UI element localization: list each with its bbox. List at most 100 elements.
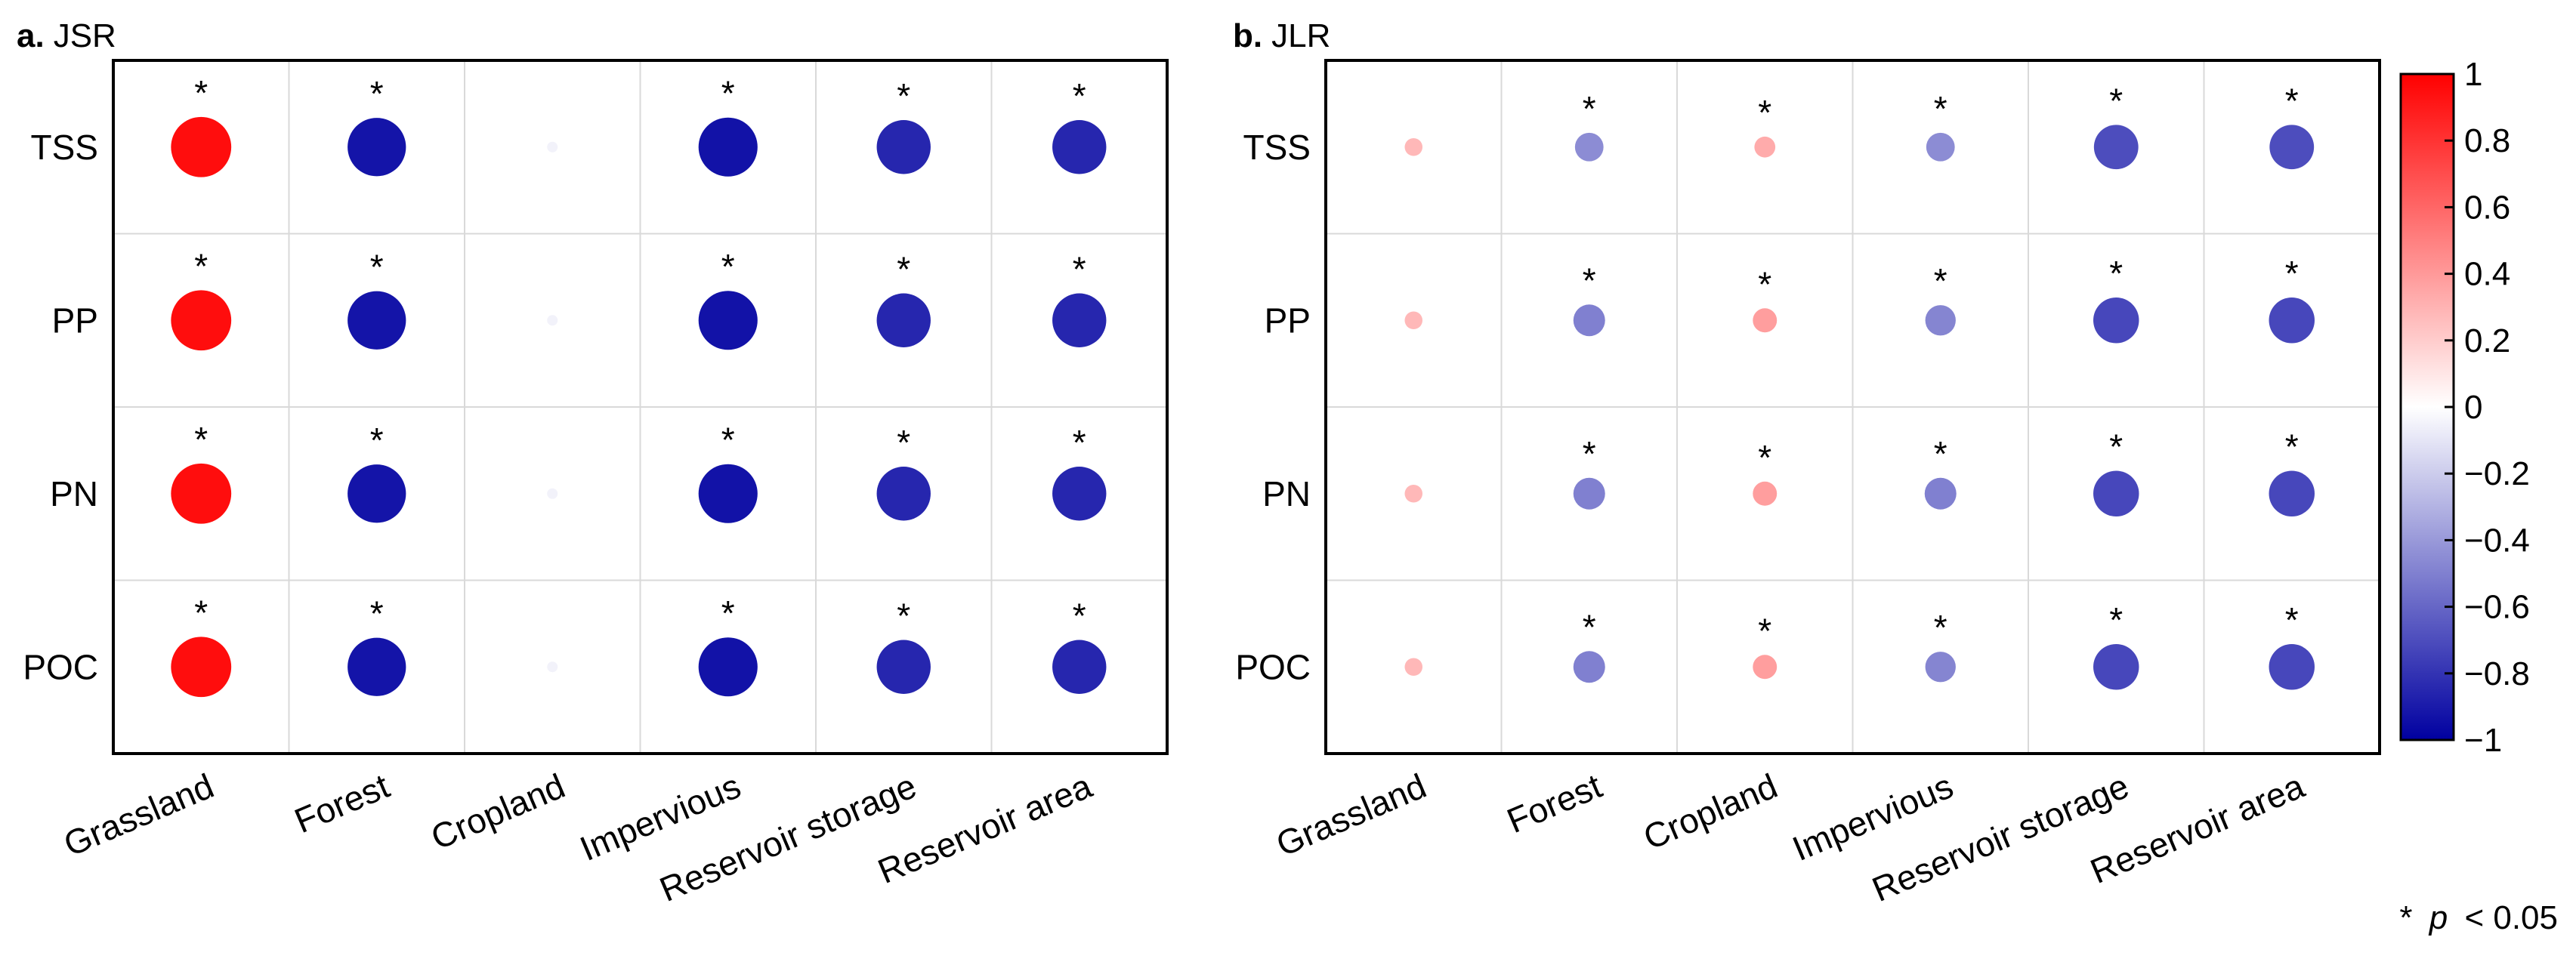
correlation-bubble (547, 661, 558, 673)
significance-star: * (1073, 76, 1086, 116)
panel-a-letter: a. (17, 17, 45, 54)
correlation-bubble (1926, 132, 1955, 162)
significance-star: * (1758, 93, 1771, 132)
row-label: PN (1262, 474, 1311, 513)
panel-a-name: JSR (54, 17, 116, 54)
significance-star: * (1934, 608, 1947, 647)
significance-star: * (370, 74, 384, 113)
correlation-bubble (2093, 297, 2139, 344)
colorbar-tick-label: −0.4 (2464, 522, 2530, 559)
significance-star: * (721, 247, 735, 286)
significance-star: * (2285, 254, 2299, 293)
plot-frame (1324, 59, 2381, 755)
row-label: PP (1265, 301, 1311, 340)
colorbar-tick-label: 1 (2464, 56, 2482, 93)
panel-b-name: JLR (1271, 17, 1330, 54)
correlation-bubble (2269, 470, 2315, 516)
panel-b-letter: b. (1233, 17, 1262, 54)
significance-star: * (2109, 254, 2123, 293)
significance-star: * (1934, 434, 1947, 473)
significance-star: * (1073, 250, 1086, 289)
correlation-bubble (2269, 297, 2315, 344)
correlation-bubble (2093, 644, 2139, 690)
correlation-bubble (876, 640, 931, 694)
significance-star: * (194, 73, 208, 113)
correlation-bubble (2269, 644, 2315, 690)
row-label: PP (52, 301, 98, 340)
correlation-bubble (1753, 481, 1778, 506)
significance-star: * (194, 246, 208, 285)
panel-b-title: b. JLR (1233, 17, 1330, 54)
correlation-bubble (2269, 125, 2315, 170)
colorbar-tick-label: −0.8 (2464, 655, 2530, 692)
correlation-bubble (1052, 467, 1107, 521)
significance-star: * (370, 421, 384, 460)
row-label: PN (50, 474, 98, 513)
colorbar-tick-label: 0.4 (2464, 256, 2510, 293)
significance-star: * (194, 593, 208, 632)
correlation-bubble (1052, 293, 1107, 347)
significance-star: * (2109, 427, 2123, 467)
significance-star: * (1073, 597, 1086, 636)
significance-note: * p < 0.05 (2399, 899, 2558, 936)
colorbar-tick-label: −0.6 (2464, 589, 2530, 626)
significance-star: * (897, 250, 910, 289)
correlation-bubble (347, 291, 406, 350)
correlation-bubble (698, 291, 758, 350)
significance-star: * (1583, 434, 1596, 473)
colorbar-tick-label: 0.8 (2464, 122, 2510, 159)
significance-star: * (897, 597, 910, 636)
note-symbol: p (2428, 899, 2448, 936)
row-label: POC (23, 647, 98, 686)
colorbar-tick-label: 0.6 (2464, 189, 2510, 226)
correlation-bubble (347, 464, 406, 523)
significance-star: * (1758, 264, 1771, 304)
significance-star: * (721, 74, 735, 113)
correlation-bubble (1925, 652, 1956, 683)
correlation-bubble (876, 293, 931, 347)
column-label: Grassland (1271, 766, 1432, 864)
correlation-bubble (1753, 655, 1778, 680)
correlation-bubble (2093, 470, 2139, 516)
correlation-bubble (876, 467, 931, 521)
colorbar-tick-label: 0.2 (2464, 322, 2510, 359)
correlation-bubble (1753, 308, 1778, 333)
correlation-bubble (1404, 311, 1423, 330)
plot-frame (112, 59, 1169, 755)
correlation-bubble (1052, 120, 1107, 174)
correlation-bubble (698, 637, 758, 697)
significance-star: * (1583, 260, 1596, 300)
column-label: Cropland (425, 766, 570, 857)
colorbar: 1 0.8 0.6 0.4 0.2 0 −0.2 −0.4 −0.6 −0.8 −1 (2399, 56, 2530, 759)
significance-star: * (721, 421, 735, 460)
correlation-bubble (1925, 305, 1956, 336)
significance-star: * (1758, 438, 1771, 477)
correlation-bubble (171, 116, 232, 177)
column-label: Grassland (58, 766, 219, 864)
colorbar-tick-label: −1 (2464, 722, 2502, 759)
significance-star: * (2109, 600, 2123, 640)
significance-star: * (721, 593, 735, 633)
significance-star: * (2285, 600, 2299, 640)
significance-star: * (370, 248, 384, 287)
correlation-bubble (1573, 304, 1605, 337)
correlation-bubble (1404, 484, 1423, 503)
correlation-bubble (698, 464, 758, 523)
column-label: Cropland (1638, 766, 1783, 857)
correlation-bubble (547, 315, 558, 326)
colorbar-tick-label: −0.2 (2464, 455, 2530, 492)
significance-star: * (897, 423, 910, 462)
column-label: Forest (1501, 766, 1608, 840)
significance-star: * (1758, 611, 1771, 650)
significance-star: * (2109, 81, 2123, 120)
correlation-bubble (1404, 658, 1423, 677)
correlation-bubble (1573, 651, 1605, 683)
row-label: TSS (1243, 128, 1311, 167)
correlation-bubble (171, 463, 232, 524)
correlation-bubble (347, 118, 406, 177)
significance-star: * (1073, 423, 1086, 462)
